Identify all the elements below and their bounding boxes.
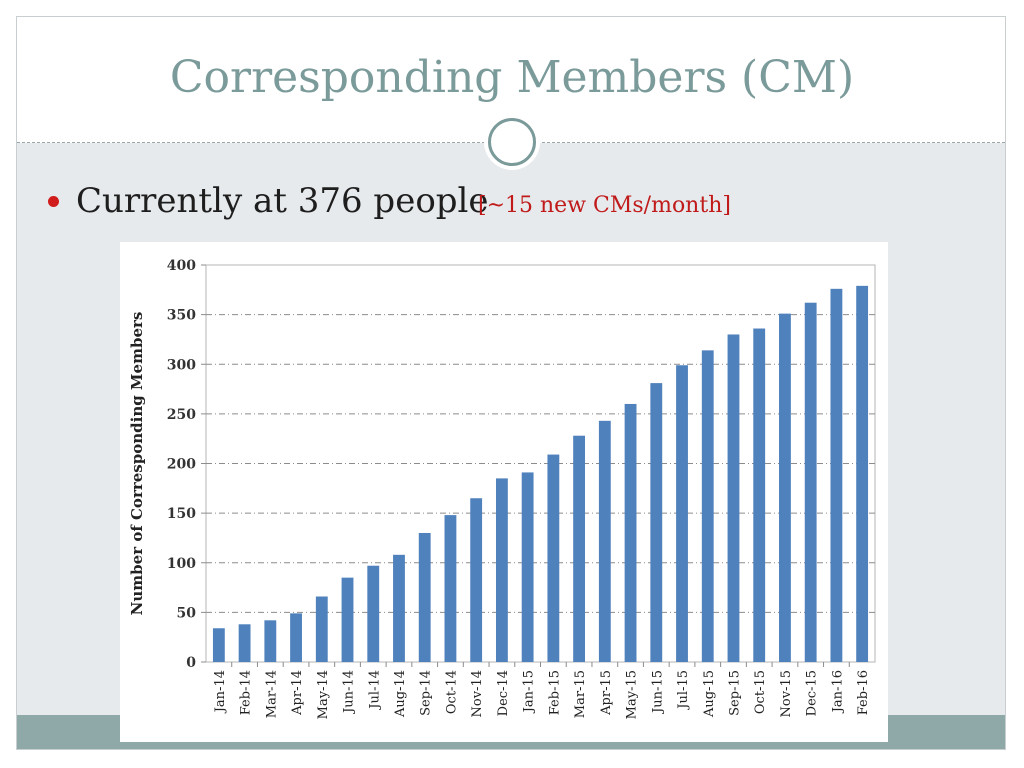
bullet-text: Currently at 376 people: [76, 181, 489, 221]
x-tick-label: Mar-15: [573, 670, 588, 718]
bar-Feb-14: [238, 624, 251, 662]
bar-Apr-15: [598, 420, 611, 662]
x-tick-label: Mar-14: [264, 670, 279, 718]
bar-Nov-14: [470, 498, 483, 662]
x-tick-label: Feb-15: [547, 670, 562, 715]
bar-May-14: [315, 596, 328, 662]
y-tick-label: 250: [167, 407, 196, 423]
bar-Sep-15: [727, 334, 740, 662]
x-tick-label: Sep-15: [727, 670, 742, 716]
bar-Oct-14: [444, 515, 457, 662]
bar-Feb-16: [856, 285, 869, 662]
bar-Aug-15: [701, 350, 714, 662]
x-tick-label: May-15: [625, 670, 640, 719]
bar-Jun-15: [650, 383, 663, 662]
bar-Jun-14: [341, 577, 354, 662]
y-tick-label: 100: [167, 556, 196, 572]
bar-Aug-14: [393, 554, 405, 662]
bar-Mar-14: [264, 620, 277, 662]
bar-Feb-15: [547, 454, 560, 662]
x-tick-label: Dec-14: [496, 670, 511, 716]
x-tick-label: Aug-15: [702, 670, 717, 718]
x-tick-label: Nov-15: [779, 670, 794, 717]
x-tick-label: Sep-14: [419, 670, 434, 716]
ring-icon: [488, 118, 536, 166]
y-tick-label: 400: [167, 258, 196, 274]
x-tick-label: Jun-15: [650, 670, 665, 715]
x-tick-label: Nov-14: [470, 670, 485, 717]
x-tick-label: Jan-15: [522, 670, 537, 714]
x-tick-label: Jul-14: [367, 670, 382, 711]
bullet-dot-icon: [48, 196, 59, 207]
y-tick-label: 150: [167, 506, 196, 522]
chart-container: 0 50 100 150 200 250 300 350 400 Number of Corres…: [120, 242, 888, 742]
bar-Jan-15: [521, 472, 534, 662]
x-tick-label: Apr-15: [599, 670, 614, 716]
bar-Sep-14: [418, 532, 431, 662]
x-tick-label: Oct-14: [444, 670, 459, 714]
x-tick-label: Jan-14: [213, 670, 228, 714]
y-tick-label: 0: [186, 655, 196, 671]
slide-title: Corresponding Members (CM): [169, 52, 855, 103]
x-tick-label: Jan-16: [830, 670, 845, 714]
x-tick-label: Oct-15: [753, 670, 768, 714]
y-tick-label: 300: [167, 357, 196, 373]
x-tick-label: May-14: [316, 670, 331, 719]
bar-Apr-14: [290, 613, 302, 662]
y-tick-label: 200: [167, 457, 196, 473]
bar-Jan-14: [212, 628, 225, 662]
bar-Dec-15: [804, 302, 817, 662]
bar-Oct-15: [753, 328, 766, 662]
bar-May-15: [624, 403, 637, 662]
bar-Jan-16: [830, 288, 843, 662]
x-tick-label: Feb-16: [856, 670, 871, 715]
bar-Nov-15: [779, 313, 791, 662]
x-tick-label: Apr-14: [290, 670, 305, 716]
bar-Mar-15: [573, 435, 586, 662]
y-tick-label: 350: [167, 308, 196, 324]
x-tick-label: Feb-14: [239, 670, 254, 715]
y-tick-label: 50: [177, 605, 197, 621]
bar-Jul-14: [367, 565, 380, 662]
x-tick-label: Jul-15: [676, 670, 691, 711]
bar-chart: 0 50 100 150 200 250 300 350 400 Number of Corres…: [128, 258, 876, 719]
bar-Jul-15: [676, 365, 688, 662]
x-tick-label: Aug-14: [393, 670, 408, 718]
x-tick-label: Dec-15: [805, 670, 820, 716]
bullet-note: [~15 new CMs/month]: [478, 193, 731, 218]
bar-Dec-14: [495, 478, 508, 662]
y-axis-label: Number of Corresponding Members: [128, 312, 146, 616]
x-tick-label: Jun-14: [342, 670, 357, 715]
